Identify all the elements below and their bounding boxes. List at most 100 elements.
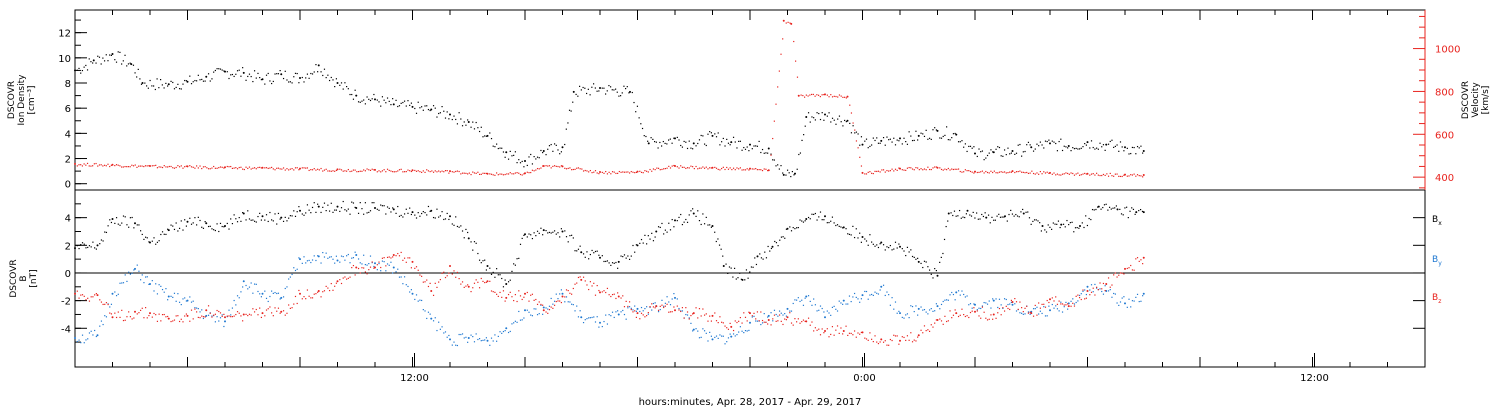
data-sample <box>1102 144 1105 146</box>
data-sample <box>881 169 883 171</box>
data-sample <box>146 276 148 278</box>
data-sample <box>756 145 759 147</box>
data-sample <box>850 112 853 114</box>
data-sample <box>615 261 617 264</box>
data-sample <box>705 144 707 147</box>
data-sample <box>282 77 285 80</box>
data-sample <box>1077 172 1079 174</box>
data-sample <box>98 56 101 58</box>
data-point <box>1142 149 1145 152</box>
data-sample <box>288 81 290 83</box>
data-sample <box>963 313 965 316</box>
data-sample <box>373 265 375 268</box>
data-point <box>580 278 583 281</box>
data-sample <box>332 170 334 172</box>
data-sample <box>733 267 736 269</box>
data-sample <box>502 330 505 333</box>
data-sample <box>320 262 322 264</box>
data-sample <box>1132 208 1135 210</box>
data-sample <box>453 115 455 117</box>
data-sample <box>650 137 652 139</box>
data-sample <box>664 229 666 231</box>
data-sample <box>891 168 893 170</box>
data-sample <box>81 242 84 244</box>
data-sample <box>381 257 384 259</box>
data-sample <box>526 291 528 294</box>
data-sample <box>610 295 612 298</box>
data-sample <box>972 211 974 214</box>
legend-subscript: x <box>1438 220 1442 227</box>
data-sample <box>303 167 305 169</box>
data-sample <box>352 98 355 100</box>
data-sample <box>501 296 503 298</box>
data-sample <box>800 94 802 96</box>
data-sample <box>586 170 588 172</box>
data-sample <box>695 307 697 309</box>
data-sample <box>934 166 936 168</box>
data-sample <box>639 170 641 172</box>
data-sample <box>964 315 966 318</box>
data-sample <box>905 140 907 143</box>
data-sample <box>813 330 815 332</box>
data-sample <box>605 291 607 294</box>
data-sample <box>1054 223 1056 225</box>
data-sample <box>380 171 382 173</box>
data-sample <box>678 307 680 310</box>
data-sample <box>700 167 702 169</box>
data-sample <box>143 238 145 241</box>
data-point <box>74 162 76 165</box>
data-sample <box>439 328 441 330</box>
data-sample <box>453 171 455 173</box>
data-sample <box>489 344 491 346</box>
data-sample <box>964 216 966 219</box>
y-axis-title-left: DSCOVR B [nT] <box>9 259 39 297</box>
data-sample <box>818 112 820 115</box>
data-sample <box>88 245 91 247</box>
data-sample <box>298 257 300 259</box>
data-point <box>111 163 114 166</box>
data-sample <box>354 169 356 171</box>
data-sample <box>132 165 135 167</box>
data-sample <box>282 167 285 169</box>
data-sample <box>709 315 711 317</box>
data-sample <box>373 202 375 204</box>
data-sample <box>223 226 225 228</box>
data-sample <box>115 316 118 319</box>
data-point <box>317 289 320 292</box>
data-sample <box>744 148 747 150</box>
data-point <box>767 147 770 150</box>
data-sample <box>676 136 678 139</box>
data-sample <box>160 320 162 322</box>
data-sample <box>601 291 603 293</box>
data-sample <box>571 293 573 295</box>
data-sample <box>695 145 697 147</box>
data-sample <box>644 170 646 172</box>
data-sample <box>334 285 336 287</box>
data-sample <box>705 313 707 315</box>
data-sample <box>139 165 141 167</box>
data-sample <box>729 322 731 325</box>
data-sample <box>1009 171 1011 173</box>
data-sample <box>840 121 842 123</box>
data-sample <box>741 330 743 332</box>
data-sample <box>504 330 506 332</box>
data-sample <box>1027 311 1030 313</box>
data-sample <box>973 172 975 174</box>
data-sample <box>155 243 157 245</box>
data-sample <box>1053 172 1055 174</box>
data-sample <box>758 140 760 143</box>
data-sample <box>516 258 518 260</box>
data-sample <box>760 323 762 326</box>
data-sample <box>671 298 673 300</box>
data-sample <box>201 315 203 317</box>
data-sample <box>1073 305 1076 307</box>
data-sample <box>1123 273 1125 275</box>
data-sample <box>865 240 868 242</box>
data-sample <box>342 170 344 172</box>
data-sample <box>1003 298 1006 300</box>
data-sample <box>293 303 295 305</box>
data-sample <box>574 168 576 171</box>
data-sample <box>1039 307 1041 309</box>
data-sample <box>1135 296 1137 298</box>
data-sample <box>424 171 426 173</box>
